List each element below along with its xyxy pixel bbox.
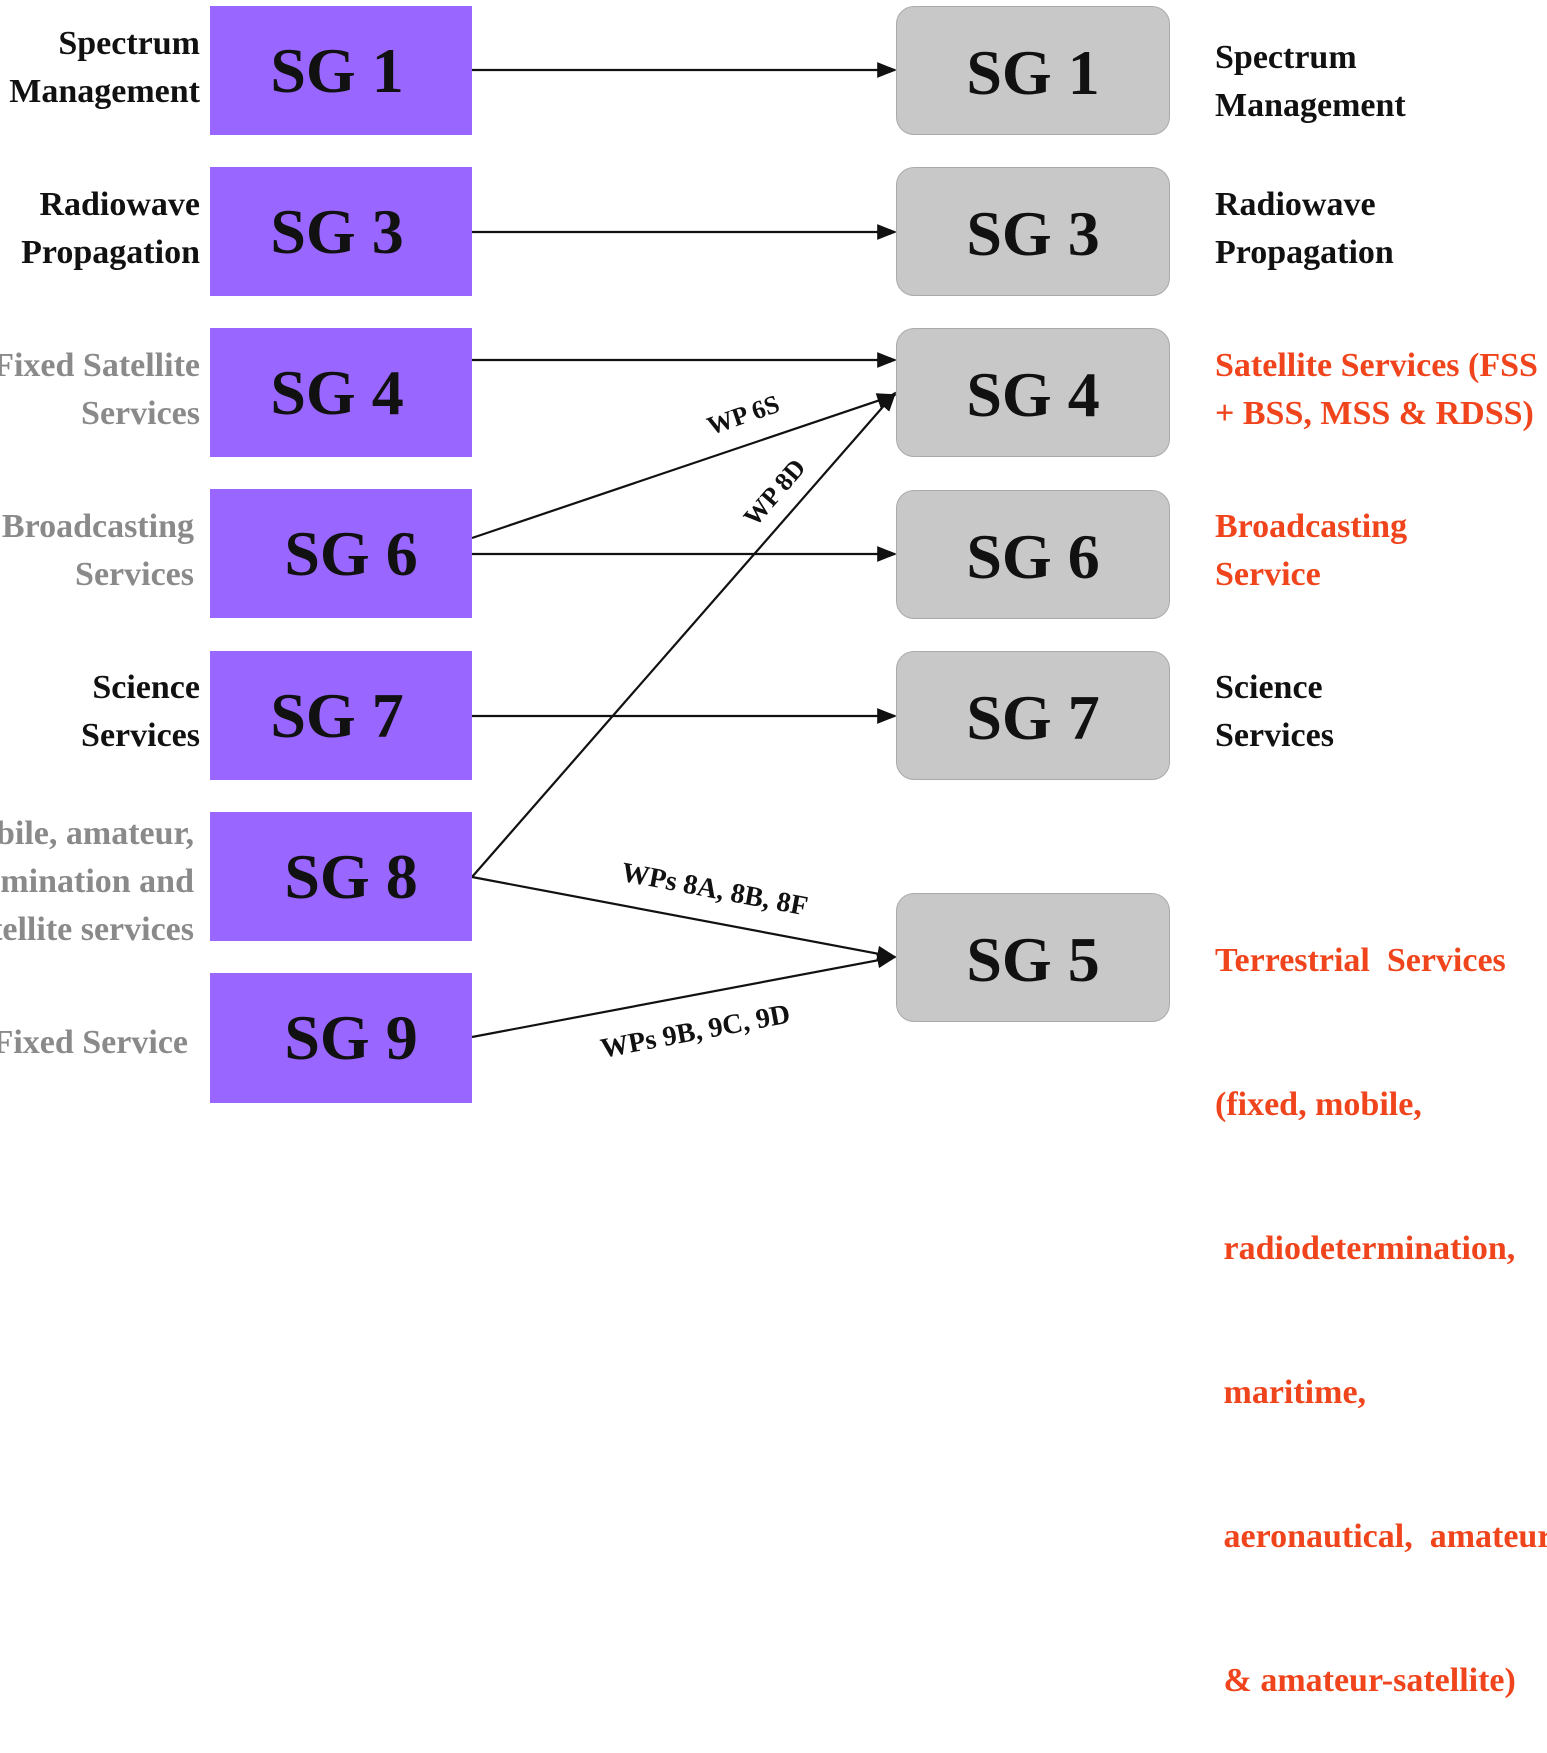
new-sg4-title: SG 4 <box>966 358 1100 430</box>
old-sg8-title: SG 8 <box>284 840 418 912</box>
new-sg5-title: SG 5 <box>966 923 1100 995</box>
old-sg4-box: SG 4 <box>210 328 472 457</box>
old-sg8-box: SG 8 <box>210 812 472 941</box>
label-line: Management <box>1215 87 1406 124</box>
old-sg6-label: Broadcasting Services <box>2 503 194 599</box>
label-line: Propagation <box>21 234 200 271</box>
label-line: Spectrum <box>58 25 200 62</box>
old-sg9-label: Fixed Service <box>0 1019 188 1067</box>
label-line: Fixed Service <box>0 1024 188 1061</box>
old-sg7-title: SG 7 <box>270 679 404 751</box>
old-sg9-box: SG 9 <box>210 973 472 1103</box>
label-line: Science <box>1215 669 1323 706</box>
label-line: maritime, <box>1215 1374 1367 1411</box>
arrow-sg8-to-sg4 <box>471 391 897 878</box>
label-line: Services <box>75 556 194 593</box>
old-sg7-label: Science Services <box>81 664 200 760</box>
arrow-sg6-to-sg4 <box>471 393 897 540</box>
link-label-wp6s: WP 6S <box>703 389 783 441</box>
label-line: (fixed, mobile, <box>1215 1086 1422 1123</box>
old-sg1-label: Spectrum Management <box>9 20 200 116</box>
new-sg7-label: Science Services <box>1215 664 1334 760</box>
old-sg3-title: SG 3 <box>270 195 404 267</box>
new-sg1-label: Spectrum Management <box>1215 34 1406 130</box>
new-sg5-box: SG 5 <box>896 893 1170 1022</box>
label-line: Science <box>92 669 200 706</box>
connector-layer: WP 6S WP 8D WPs 8A, 8B, 8F WPs 9B, 9C, 9… <box>471 62 897 1065</box>
label-line: Satellite Services (FSS <box>1215 347 1538 384</box>
new-sg5-label: Terrestrial Services (fixed, mobile, rad… <box>1215 841 1547 1753</box>
label-line: bile, amateur, <box>0 815 194 852</box>
label-line: + BSS, MSS & RDSS) <box>1215 395 1534 432</box>
new-sg3-title: SG 3 <box>966 197 1100 269</box>
label-line: Services <box>1215 717 1334 754</box>
label-line: mination and <box>0 863 194 900</box>
old-sg7-box: SG 7 <box>210 651 472 780</box>
new-sg7-box: SG 7 <box>896 651 1170 780</box>
new-sg4-label: Satellite Services (FSS + BSS, MSS & RDS… <box>1215 342 1538 438</box>
label-line: Service <box>1215 556 1321 593</box>
label-line: Spectrum <box>1215 39 1357 76</box>
link-label-wps-8a-8b-8f: WPs 8A, 8B, 8F <box>619 857 810 923</box>
label-line: Radiowave <box>39 186 200 223</box>
old-sg4-label: Fixed Satellite Services <box>0 342 200 438</box>
new-sg4-box: SG 4 <box>896 328 1170 457</box>
arrow-sg9-to-sg5 <box>471 952 897 1039</box>
label-line: Terrestrial Services <box>1215 942 1506 979</box>
label-line: Management <box>9 73 200 110</box>
old-sg6-title: SG 6 <box>284 517 418 589</box>
new-sg3-box: SG 3 <box>896 167 1170 296</box>
old-sg3-box: SG 3 <box>210 167 472 296</box>
label-line: Radiowave <box>1215 186 1376 223</box>
new-sg6-box: SG 6 <box>896 490 1170 619</box>
label-line: Services <box>81 717 200 754</box>
label-line: Services <box>81 395 200 432</box>
label-line: Propagation <box>1215 234 1394 271</box>
label-line: Broadcasting <box>1215 508 1408 545</box>
new-sg7-title: SG 7 <box>966 681 1100 753</box>
old-sg8-label: bile, amateur, mination and tellite serv… <box>0 810 194 954</box>
new-sg6-label: Broadcasting Service <box>1215 503 1407 599</box>
link-label-wp8d: WP 8D <box>738 453 812 531</box>
old-sg1-title: SG 1 <box>270 34 404 106</box>
old-sg1-box: SG 1 <box>210 6 472 135</box>
label-line: Fixed Satellite <box>0 347 200 384</box>
label-line: Broadcasting <box>1 508 194 545</box>
new-sg1-box: SG 1 <box>896 6 1170 135</box>
old-sg4-title: SG 4 <box>270 356 404 428</box>
old-sg6-box: SG 6 <box>210 489 472 618</box>
new-sg1-title: SG 1 <box>966 36 1100 108</box>
label-line: tellite services <box>0 911 194 948</box>
old-sg3-label: Radiowave Propagation <box>21 181 200 277</box>
label-line: radiodetermination, <box>1215 1230 1516 1267</box>
old-sg9-title: SG 9 <box>284 1002 418 1073</box>
label-line: & amateur-satellite) <box>1215 1662 1516 1699</box>
arrow-sg8-to-sg5 <box>471 875 897 962</box>
new-sg3-label: Radiowave Propagation <box>1215 181 1394 277</box>
label-line: aeronautical, amateur <box>1215 1518 1547 1555</box>
new-sg6-title: SG 6 <box>966 520 1100 592</box>
